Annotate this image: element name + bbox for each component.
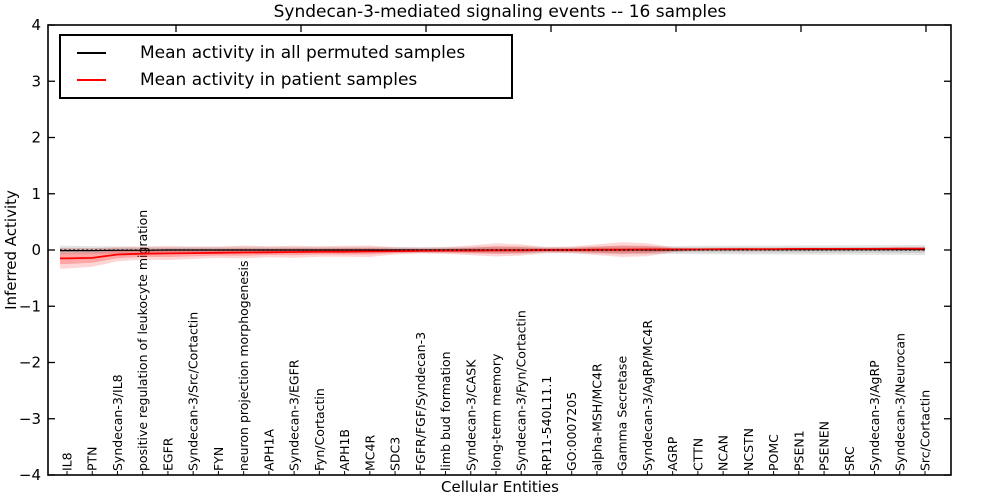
x-tick-label: APH1B — [337, 429, 352, 471]
x-tick-label: PSENEN — [817, 421, 832, 471]
x-tick-label: positive regulation of leukocyte migrati… — [135, 210, 150, 471]
x-tick-label: Syndecan-3/CASK — [463, 359, 478, 471]
y-tick-label: 0 — [31, 241, 41, 259]
legend-item: Mean activity in patient samples — [61, 70, 511, 90]
x-tick-label: limb bud formation — [438, 351, 453, 471]
x-tick-label: alpha-MSH/MC4R — [589, 363, 604, 471]
y-tick-label: 2 — [31, 129, 41, 147]
x-tick-label: AGRP — [665, 436, 680, 471]
x-tick-label: Syndecan-3/AgRP — [867, 360, 882, 471]
x-tick-label: long-term memory — [488, 353, 503, 471]
x-tick-label: PSEN1 — [791, 430, 806, 471]
legend-line-swatch — [77, 79, 106, 81]
x-tick-label: FYN — [211, 447, 226, 471]
chart-title: Syndecan-3-mediated signaling events -- … — [273, 2, 727, 22]
x-tick-label: Syndecan-3/IL8 — [110, 374, 125, 471]
legend-item: Mean activity in all permuted samples — [61, 43, 511, 63]
x-tick-label: Syndecan-3/EGFR — [287, 359, 302, 471]
y-tick-label: −3 — [19, 410, 41, 428]
x-tick-label: FGFR/FGF/Syndecan-3 — [413, 332, 428, 471]
x-tick-label: Syndecan-3/Neurocan — [892, 333, 907, 471]
y-tick-label: −2 — [19, 354, 41, 372]
y-tick-label: 4 — [31, 16, 41, 34]
x-tick-label: IL8 — [60, 452, 75, 471]
x-tick-label: Src/Cortactin — [917, 390, 932, 471]
x-tick-label: SRC — [842, 446, 857, 471]
legend: Mean activity in all permuted samples Mea… — [59, 34, 513, 99]
y-tick-label: 1 — [31, 185, 41, 203]
x-tick-label: NCSTN — [741, 428, 756, 471]
x-tick-label: Fyn/Cortactin — [312, 388, 327, 471]
x-tick-label: GO:0007205 — [564, 392, 579, 471]
x-tick-label: Syndecan-3/Src/Cortactin — [186, 312, 201, 471]
x-tick-label: neuron projection morphogenesis — [236, 260, 251, 471]
y-tick-label: −1 — [19, 297, 41, 315]
x-tick-label: SDC3 — [388, 437, 403, 471]
x-tick-label: EGFR — [160, 437, 175, 471]
x-tick-label: PTN — [85, 446, 100, 471]
y-tick-label: −4 — [19, 466, 41, 484]
x-tick-label: Syndecan-3/Fyn/Cortactin — [514, 310, 529, 471]
x-tick-label: RP11-540L11.1 — [539, 376, 554, 471]
x-tick-label: CTTN — [690, 438, 705, 471]
legend-item-label: Mean activity in all permuted samples — [140, 43, 466, 63]
legend-item-label: Mean activity in patient samples — [140, 70, 418, 90]
x-tick-label: Gamma Secretase — [615, 356, 630, 471]
legend-line-swatch — [77, 52, 106, 54]
x-tick-label: APH1A — [261, 429, 276, 471]
y-tick-label: 3 — [31, 72, 41, 90]
x-tick-label: POMC — [766, 434, 781, 471]
x-tick-label: Syndecan-3/AgRP/MC4R — [640, 320, 655, 471]
x-tick-label: MC4R — [362, 435, 377, 471]
x-tick-label: NCAN — [716, 435, 731, 471]
x-axis-label: Cellular Entities — [441, 478, 559, 496]
